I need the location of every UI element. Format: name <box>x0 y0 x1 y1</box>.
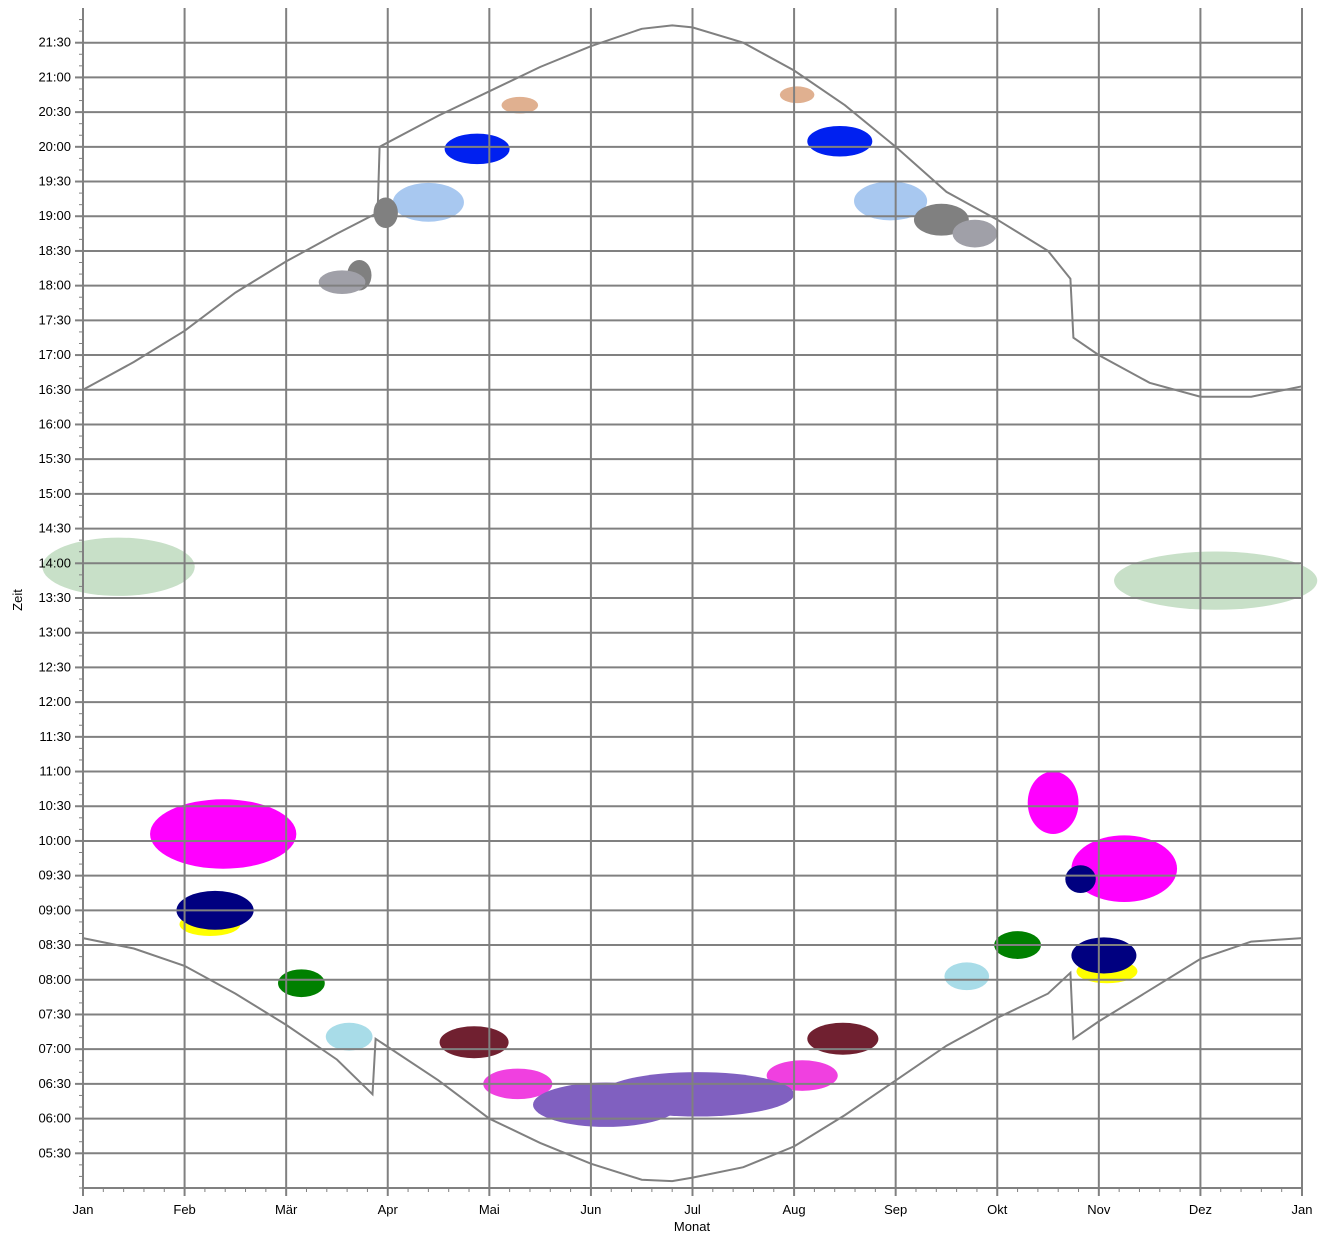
x-tick-label-11: Dez <box>1189 1202 1212 1217</box>
data-blob-25 <box>779 86 815 104</box>
data-blob-14 <box>439 1026 509 1059</box>
y-tick-label-18: 14:30 <box>38 521 71 536</box>
x-tick-label-6: Jul <box>684 1202 701 1217</box>
axis-layer: Jan Feb Mär Apr Mai Jun Jul Aug Sep Okt Nov Dez Jan 0… <box>38 8 1312 1217</box>
y-tick-label-19: 15:00 <box>38 486 71 501</box>
y-tick-label-20: 15:30 <box>38 451 71 466</box>
data-blob-21 <box>854 181 928 221</box>
y-tick-label-11: 11:00 <box>39 764 71 779</box>
y-tick-label-1: 06:00 <box>38 1111 71 1126</box>
data-blob-29 <box>318 270 366 294</box>
data-blob-10 <box>278 969 325 998</box>
data-blob-1 <box>1114 551 1318 610</box>
x-tick-label-7: Aug <box>783 1202 806 1217</box>
y-tick-label-30: 20:30 <box>38 104 71 119</box>
y-tick-label-10: 10:30 <box>38 798 71 813</box>
y-tick-label-5: 08:00 <box>38 972 71 987</box>
sunset-curve <box>82 24 1303 398</box>
y-tick-label-0: 05:30 <box>38 1145 71 1160</box>
y-tick-label-28: 19:30 <box>38 174 71 189</box>
x-tick-label-0: Jan <box>73 1202 94 1217</box>
y-tick-label-7: 09:00 <box>38 902 71 917</box>
x-tick-label-3: Apr <box>378 1202 399 1217</box>
data-blob-23 <box>807 126 873 157</box>
y-tick-label-3: 07:00 <box>38 1041 71 1056</box>
y-tick-label-31: 21:00 <box>38 69 71 84</box>
x-tick-label-1: Feb <box>173 1202 195 1217</box>
x-axis-title: Monat <box>674 1219 711 1233</box>
y-tick-label-2: 06:30 <box>38 1076 71 1091</box>
y-tick-label-12: 11:30 <box>39 729 71 744</box>
x-tick-label-10: Nov <box>1087 1202 1111 1217</box>
y-tick-label-13: 12:00 <box>38 694 71 709</box>
curve-layer <box>82 24 1303 1183</box>
grid-layer <box>82 8 1303 1188</box>
y-tick-label-17: 14:00 <box>38 555 71 570</box>
sunrise-curve <box>82 937 1303 1183</box>
data-blob-15 <box>807 1022 879 1055</box>
y-tick-label-15: 13:00 <box>38 625 71 640</box>
y-tick-label-27: 19:00 <box>38 208 71 223</box>
y-tick-label-22: 16:30 <box>38 382 71 397</box>
data-blob-13 <box>944 962 990 991</box>
data-blob-27 <box>373 197 398 229</box>
x-tick-label-8: Sep <box>884 1202 907 1217</box>
y-tick-label-6: 08:30 <box>38 937 71 952</box>
y-tick-label-26: 18:30 <box>38 243 71 258</box>
x-tick-label-2: Mär <box>275 1202 298 1217</box>
y-tick-label-29: 20:00 <box>38 139 71 154</box>
data-blob-19 <box>601 1072 795 1117</box>
data-blob-4 <box>1071 835 1178 903</box>
data-blob-22 <box>444 133 510 165</box>
data-blob-9 <box>1065 865 1096 894</box>
x-tick-label-5: Jun <box>580 1202 601 1217</box>
y-tick-label-8: 09:30 <box>38 868 71 883</box>
y-tick-label-32: 21:30 <box>38 35 71 50</box>
data-blob-8 <box>1071 937 1137 974</box>
data-blob-3 <box>1027 771 1079 834</box>
y-axis-title: Zeit <box>10 589 25 611</box>
data-blob-12 <box>325 1022 373 1051</box>
y-tick-label-4: 07:30 <box>38 1006 71 1021</box>
data-blob-20 <box>392 182 464 222</box>
y-tick-label-9: 10:00 <box>38 833 71 848</box>
y-tick-label-25: 18:00 <box>38 278 71 293</box>
blob-layer <box>42 86 1318 1127</box>
data-blob-24 <box>501 96 539 114</box>
y-tick-label-24: 17:30 <box>38 312 71 327</box>
y-tick-label-16: 13:30 <box>38 590 71 605</box>
data-blob-30 <box>952 219 998 248</box>
y-tick-label-21: 16:00 <box>38 416 71 431</box>
y-tick-label-14: 12:30 <box>38 659 71 674</box>
x-tick-label-12: Jan <box>1292 1202 1313 1217</box>
x-tick-label-4: Mai <box>479 1202 500 1217</box>
data-blob-2 <box>150 799 297 869</box>
x-tick-label-9: Okt <box>987 1202 1008 1217</box>
y-tick-label-23: 17:00 <box>38 347 71 362</box>
